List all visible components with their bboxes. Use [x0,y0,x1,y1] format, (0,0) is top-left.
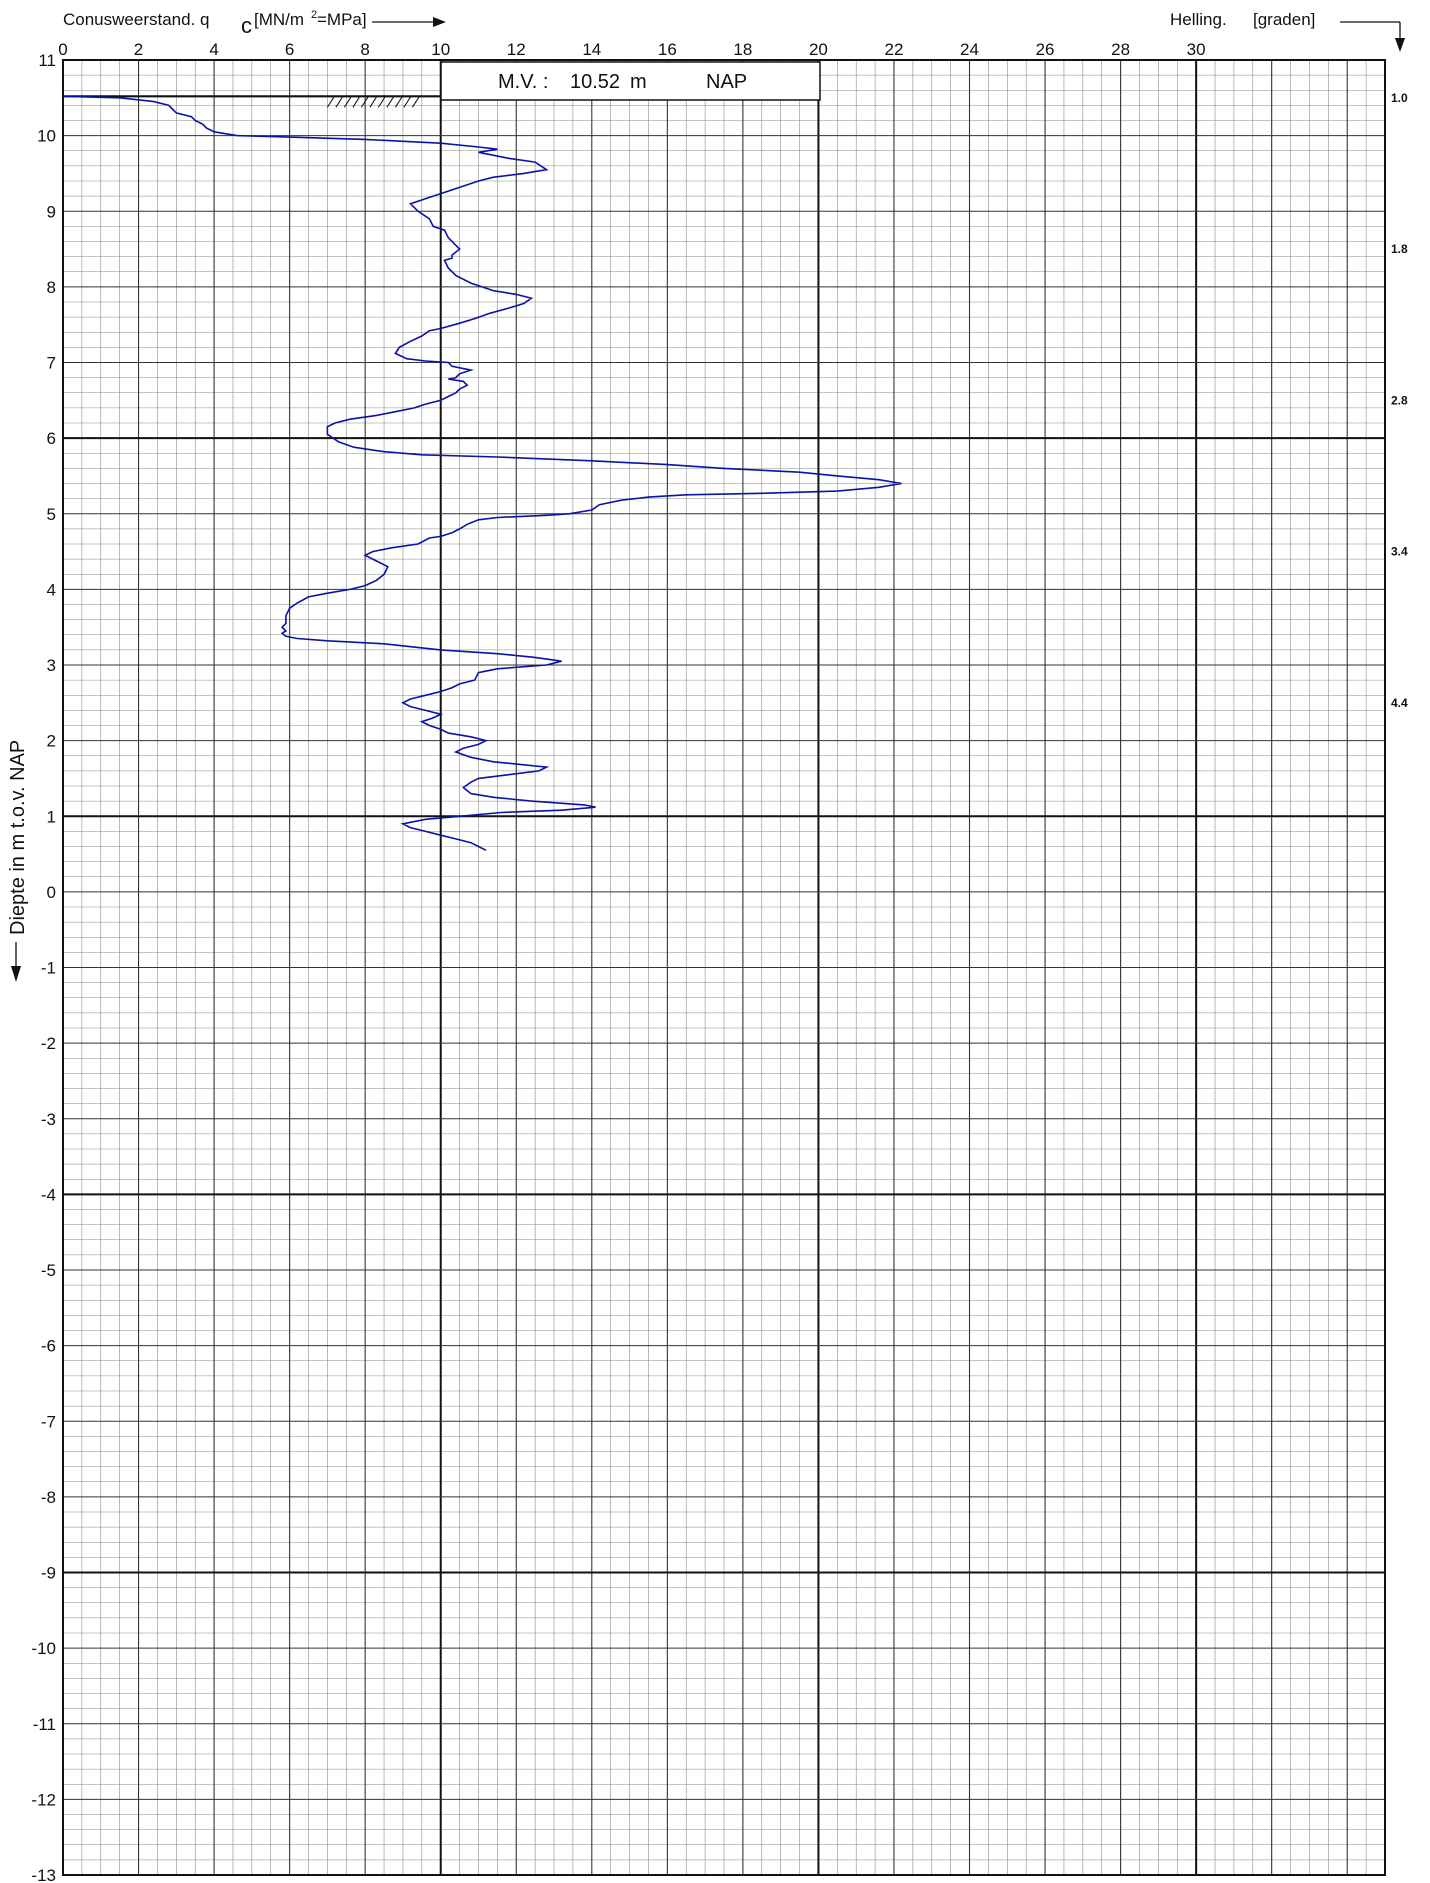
x-axis-label: Conusweerstand. q [63,10,209,29]
y-tick-label: -11 [33,1715,56,1734]
x-tick-label: 16 [658,40,677,59]
x-tick-label: 2 [134,40,143,59]
x-axis-unit-suffix: =MPa] [317,10,367,29]
y-tick-label: 6 [47,429,56,448]
hatch-mark [394,96,403,108]
hatch-mark [377,96,386,108]
x-tick-label: 0 [58,40,67,59]
y-tick-label: -2 [41,1034,56,1053]
x-axis-unit-superscript: 2 [311,9,317,21]
surface-level-unit: m [630,71,647,93]
x-axis-unit-prefix: [MN/m [254,10,304,29]
inclination-label: Helling. [1170,10,1227,29]
y-tick-label: 10 [37,127,56,146]
major-grid [62,59,1386,1876]
y-tick-label: 8 [47,278,56,297]
y-axis-label: Diepte in m t.o.v. NAP [7,740,29,935]
y-tick-label: 11 [38,51,56,70]
y-tick-label: 5 [47,505,56,524]
inclination-value: 2.8 [1391,393,1408,407]
x-tick-label: 18 [733,40,752,59]
y-tick-label: -6 [41,1337,56,1356]
hatch-mark [335,96,344,108]
x-tick-labels: 0 2 4 6 8 10 12 14 16 18 20 22 24 26 28 30 [58,40,1205,59]
y-tick-label: 7 [47,354,56,373]
x-axis-title: Conusweerstand. q c [MN/m 2 =MPa] [63,9,446,38]
y-tick-label: -8 [41,1488,56,1507]
y-tick-label: -7 [41,1412,56,1431]
y-tick-label: -4 [41,1185,56,1204]
x-tick-label: 10 [431,40,450,59]
surface-level-datum: NAP [706,71,747,93]
y-tick-label: -5 [41,1261,56,1280]
y-tick-label: -10 [31,1639,56,1658]
y-tick-label: 0 [47,883,56,902]
inclination-value: 1.8 [1391,242,1408,256]
x-tick-label: 14 [582,40,601,59]
y-tick-label: -13 [31,1866,56,1883]
y-axis-arrow-head [11,966,21,982]
surface-level-prefix: M.V. : [498,71,548,93]
hatch-mark [369,96,378,108]
hatch-mark [411,96,420,108]
inclination-axis-title: Helling. [graden] [1170,10,1405,52]
y-tick-labels: 11109876543210-1-2-3-4-5-6-7-8-9-10-11-1… [31,51,56,1883]
x-tick-label: 28 [1111,40,1130,59]
x-tick-label: 6 [285,40,294,59]
x-tick-label: 20 [809,40,828,59]
y-tick-label: 9 [47,202,56,221]
inclination-value: 1.0 [1391,91,1408,105]
inclination-arrow-head [1395,38,1405,52]
plot-frame [62,59,1386,1876]
hatch-mark [352,96,361,108]
cone-resistance-curve [62,95,902,852]
y-tick-label: -3 [41,1110,56,1129]
x-tick-label: 22 [885,40,904,59]
hatch-mark [403,96,412,108]
inclination-unit: [graden] [1253,10,1315,29]
hatch-mark [326,96,335,108]
y-tick-label: 3 [47,656,56,675]
y-tick-label: 1 [47,807,56,826]
x-axis-arrow-head [433,17,446,27]
x-tick-label: 12 [507,40,526,59]
x-tick-label: 4 [209,40,218,59]
hatch-mark [360,96,369,108]
hatch-mark [343,96,352,108]
inclination-value: 3.4 [1391,545,1408,559]
inclination-value: 4.4 [1391,696,1408,710]
x-tick-label: 24 [960,40,979,59]
inclination-values: 1.0 1.8 2.8 3.4 4.4 [1391,91,1408,710]
y-tick-label: -9 [41,1564,56,1583]
x-tick-label: 8 [360,40,369,59]
hatch-mark [386,96,395,108]
y-tick-label: -12 [31,1790,56,1809]
ground-surface-marker [63,95,441,108]
y-tick-label: 2 [47,732,56,751]
y-axis-title: Diepte in m t.o.v. NAP [7,740,29,982]
x-tick-label: 26 [1036,40,1055,59]
y-tick-label: -1 [41,959,56,978]
surface-level-box: M.V. : 10.52 m NAP [440,61,821,101]
surface-level-value: 10.52 [570,71,620,93]
x-axis-label-subscript: c [241,13,252,38]
x-tick-label: 30 [1187,40,1206,59]
y-tick-label: 4 [47,580,56,599]
